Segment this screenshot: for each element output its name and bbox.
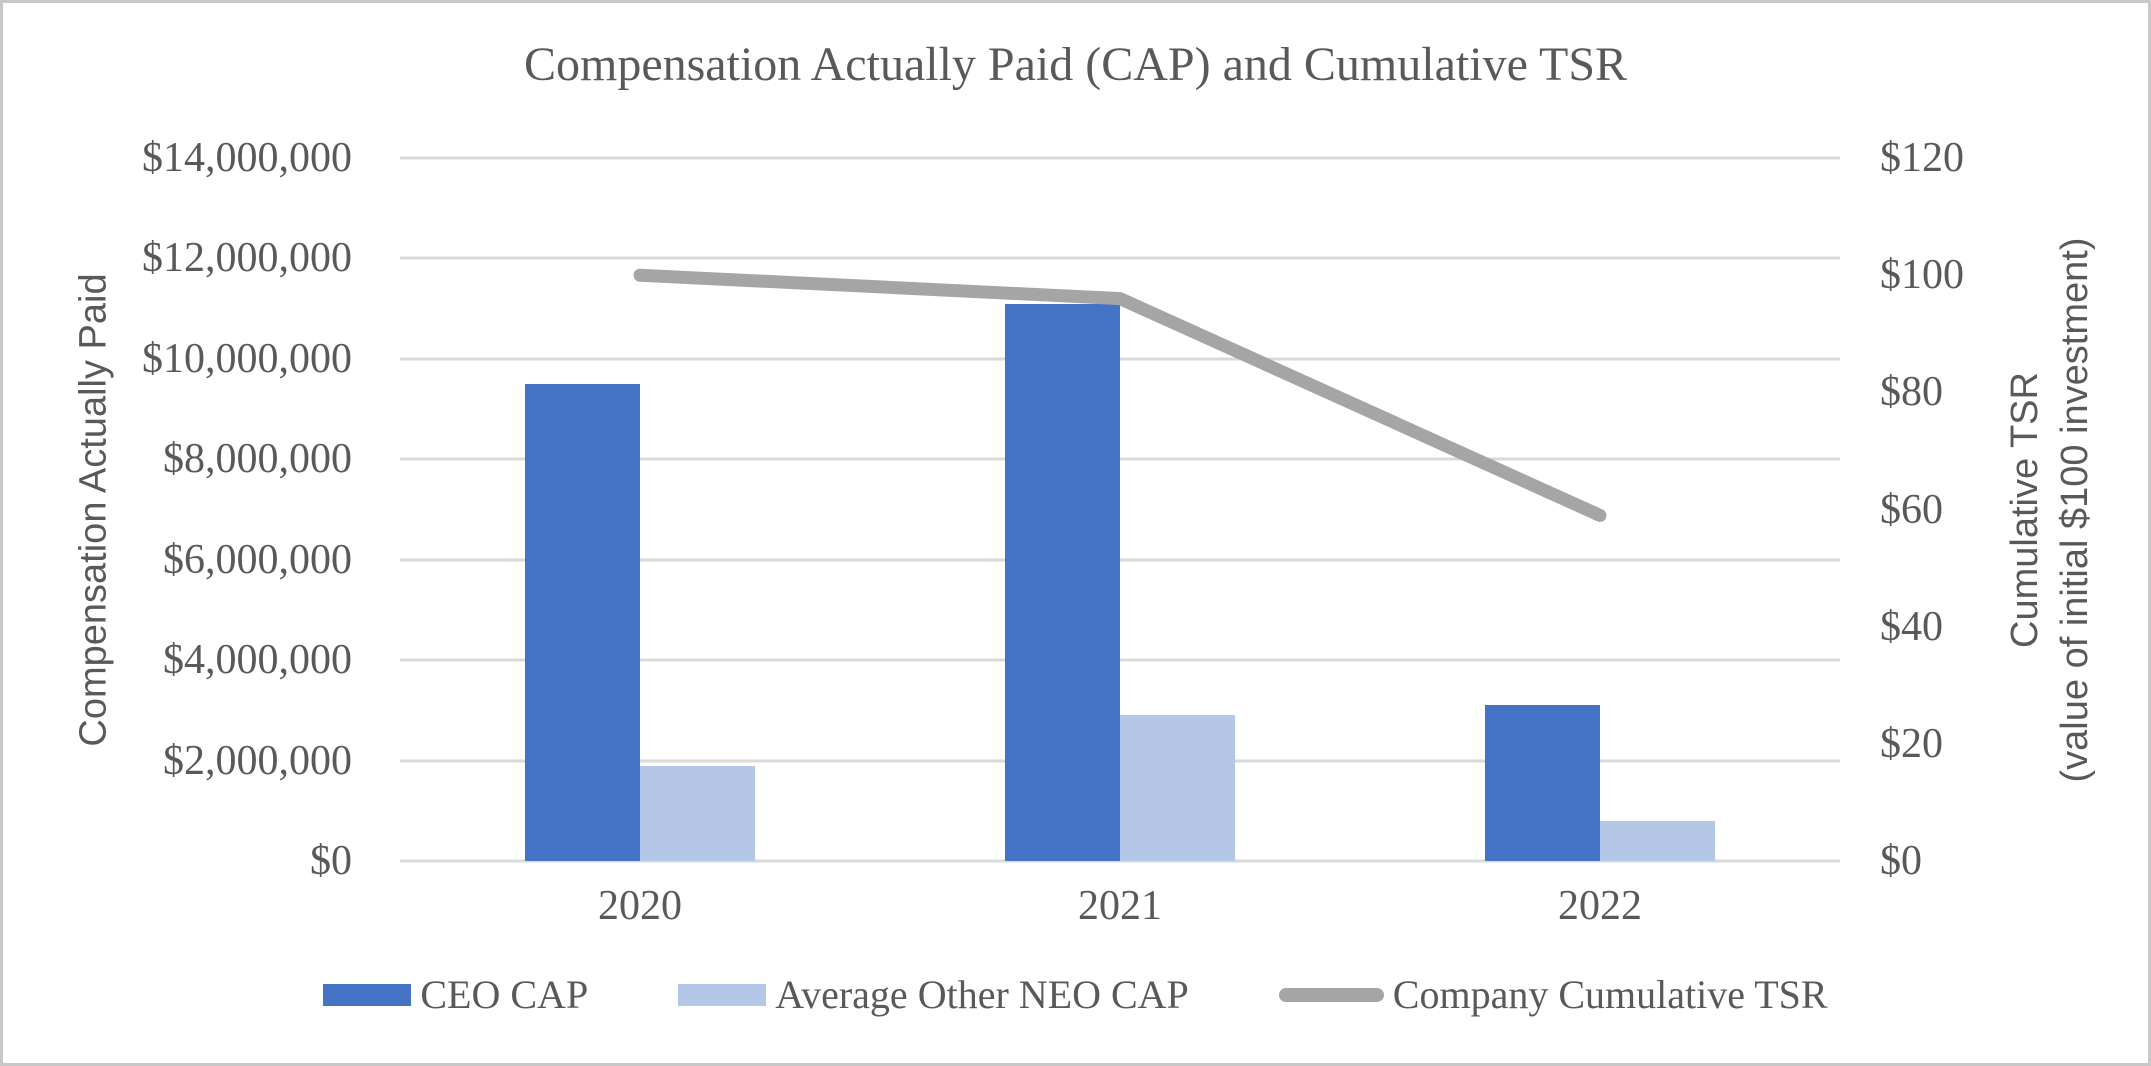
right-tick-label: $20 [1880,720,1943,767]
right-axis-title-line1: Cumulative TSR [2004,372,2046,648]
right-tick-label: $120 [1880,135,1964,181]
bar-ceo-cap-2022 [1485,705,1600,861]
plot-area [400,156,1840,863]
legend-color-swatch [678,984,767,1006]
left-tick-label: $2,000,000 [163,737,352,784]
left-tick-label: $10,000,000 [142,335,352,382]
right-tick-label: $60 [1880,486,1943,533]
chart-title: Compensation Actually Paid (CAP) and Cum… [523,38,1628,91]
left-tick-label: $4,000,000 [163,637,352,684]
right-tick-label: $80 [1880,369,1943,416]
right-axis-title-line2: (value of initial $100 investment) [2054,237,2096,783]
tsr-line [633,268,1607,522]
left-axis-title: Compensation Actually Paid [72,273,115,747]
left-tick-label: $0 [310,838,352,884]
legend-item-company-cumulative-tsr: Company Cumulative TSR [1278,972,1828,1017]
right-tick-label: $0 [1880,838,1922,884]
bar-average-other-neo-cap-2020 [640,766,755,861]
gridline [400,156,1840,160]
gridline [400,859,1840,863]
bar-ceo-cap-2021 [1005,304,1120,861]
bar-ceo-cap-2020 [525,384,640,861]
x-axis-label-2022: 2022 [1558,883,1642,929]
gridline [400,457,1840,461]
gridline [400,658,1840,662]
legend-item-average-other-neo-cap: Average Other NEO CAP [678,975,1189,1015]
legend-item-ceo-cap: CEO CAP [323,975,588,1015]
left-tick-label: $14,000,000 [142,135,352,181]
chart-legend: CEO CAP Average Other NEO CAP Company Cumu… [3,975,2148,1015]
left-tick-label: $6,000,000 [163,536,352,583]
legend-label: CEO CAP [420,972,589,1017]
legend-color-swatch [323,984,412,1006]
bar-average-other-neo-cap-2021 [1120,715,1235,861]
legend-line-marker [1278,988,1384,1002]
x-axis-label-2021: 2021 [1078,883,1162,929]
bar-average-other-neo-cap-2022 [1600,821,1715,861]
right-tick-label: $40 [1880,603,1943,650]
tsr-line-layer [633,268,1607,522]
x-axis-label-2020: 2020 [598,883,682,929]
legend-label: Average Other NEO CAP [775,972,1189,1017]
legend-label: Company Cumulative TSR [1392,972,1828,1017]
gridline [400,558,1840,562]
right-axis-title: Cumulative TSR (value of initial $100 in… [2000,238,2100,783]
gridline [400,357,1840,361]
left-tick-label: $8,000,000 [163,436,352,483]
gridline [400,256,1840,260]
left-tick-label: $12,000,000 [142,235,352,282]
right-tick-label: $100 [1880,252,1964,299]
